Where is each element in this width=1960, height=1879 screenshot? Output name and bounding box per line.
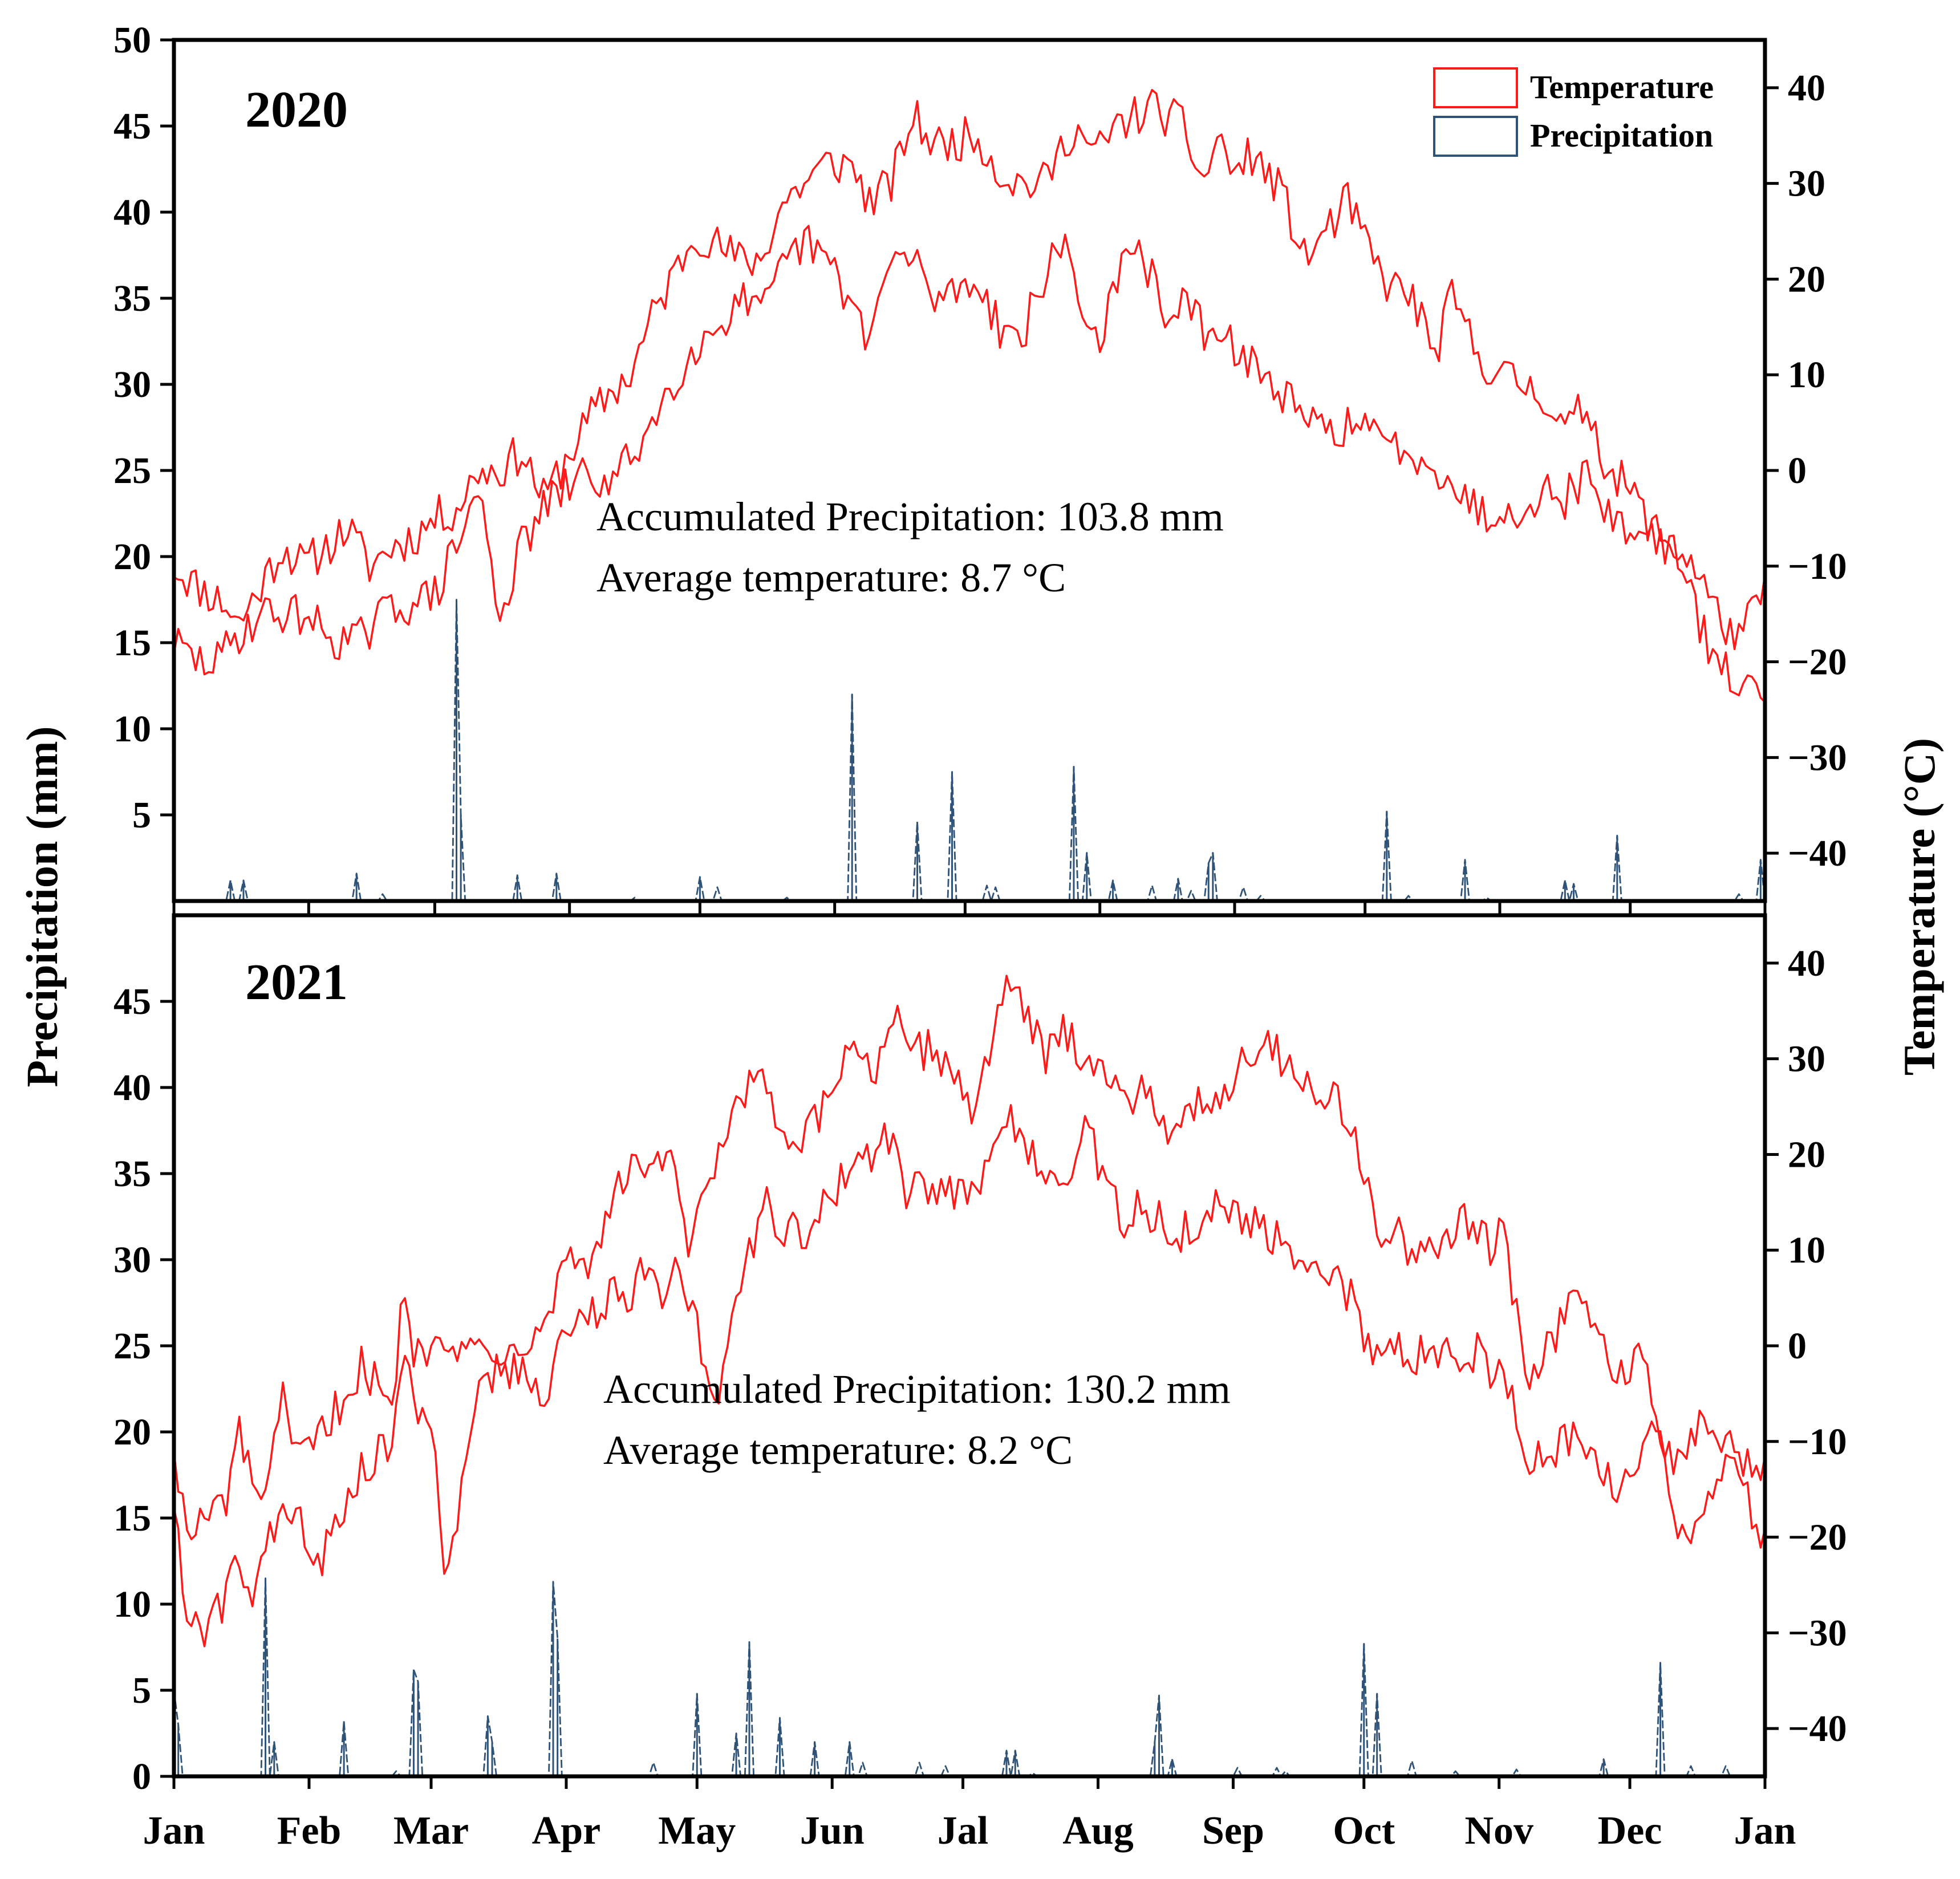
right-tick-label: 0 bbox=[1788, 1325, 1807, 1367]
right-tick-label: −30 bbox=[1788, 737, 1847, 778]
annotation-temperature-2020: Average temperature: 8.7 °C bbox=[596, 555, 1066, 600]
right-axis-ticks-2021: −40 −30 −20 −10 0 10 20 30 40 bbox=[1765, 943, 1847, 1750]
plot-frame-2020 bbox=[172, 38, 1767, 914]
left-tick-label: 20 bbox=[113, 1411, 151, 1453]
right-tick-label: 30 bbox=[1788, 163, 1825, 205]
left-tick-label: 40 bbox=[113, 1067, 151, 1109]
left-axis-ticks-2021: 0 5 10 15 20 25 30 35 40 45 bbox=[113, 981, 174, 1797]
left-tick-label: 30 bbox=[113, 1239, 151, 1281]
legend: Temperature Precipitation bbox=[1433, 67, 1714, 157]
legend-temperature-label: Temperature bbox=[1530, 68, 1714, 105]
left-tick-label: 45 bbox=[113, 105, 151, 147]
precipitation-series-2020 bbox=[174, 599, 1766, 902]
left-tick-label: 10 bbox=[113, 1584, 151, 1625]
annotation-precipitation-2021: Accumulated Precipitation: 130.2 mm bbox=[603, 1366, 1231, 1412]
temperature-series-2021 bbox=[173, 975, 1766, 1647]
left-tick-label: 15 bbox=[113, 1497, 151, 1539]
left-tick-label: 25 bbox=[113, 1325, 151, 1367]
right-tick-label: −10 bbox=[1788, 1421, 1847, 1463]
left-axis-ticks-2020: 5 10 15 20 25 30 35 40 45 50 bbox=[113, 19, 174, 836]
right-tick-label: −10 bbox=[1788, 546, 1847, 587]
right-tick-label: −30 bbox=[1788, 1612, 1847, 1654]
precipitation-line bbox=[173, 1577, 1765, 1777]
annotation-precipitation-2020: Accumulated Precipitation: 103.8 mm bbox=[596, 494, 1224, 539]
right-tick-label: 20 bbox=[1788, 1134, 1825, 1175]
legend-precipitation-swatch bbox=[1433, 116, 1518, 157]
precipitation-line bbox=[174, 599, 1766, 902]
left-tick-label: 35 bbox=[113, 278, 151, 319]
left-tick-label: 20 bbox=[113, 536, 151, 578]
panel-2021: 0 5 10 15 20 25 30 35 40 45 −40 −30 −20 −10 0 10 20 30 40… bbox=[113, 913, 1847, 1797]
left-tick-label: 30 bbox=[113, 364, 151, 405]
left-tick-label: 35 bbox=[113, 1153, 151, 1195]
plot-frame bbox=[172, 38, 1767, 903]
left-tick-label: 5 bbox=[132, 1670, 151, 1711]
month-label: May bbox=[658, 1809, 736, 1853]
right-tick-label: 20 bbox=[1788, 258, 1825, 300]
left-tick-label: 15 bbox=[113, 622, 151, 664]
temperature-max-line bbox=[173, 975, 1766, 1540]
month-label: Jun bbox=[800, 1809, 865, 1853]
right-tick-label: −20 bbox=[1788, 642, 1847, 683]
right-axis-ticks-2020: −40 −30 −20 −10 0 10 20 30 40 bbox=[1765, 67, 1847, 874]
precipitation-series-2021 bbox=[173, 1577, 1765, 1777]
left-tick-label: 50 bbox=[113, 19, 151, 61]
left-tick-label: 45 bbox=[113, 981, 151, 1022]
legend-temperature-swatch bbox=[1433, 67, 1518, 108]
month-label: Jan bbox=[143, 1809, 205, 1853]
left-tick-label: 5 bbox=[132, 794, 151, 836]
temperature-max-line bbox=[173, 88, 1766, 651]
right-tick-label: 30 bbox=[1788, 1038, 1825, 1080]
right-axis-title: Temperature (°C) bbox=[1894, 738, 1944, 1076]
right-tick-label: −40 bbox=[1788, 1708, 1847, 1750]
legend-precipitation-label: Precipitation bbox=[1530, 117, 1713, 154]
month-label: Apr bbox=[532, 1809, 601, 1853]
right-tick-label: 40 bbox=[1788, 943, 1825, 984]
month-label: Jan bbox=[1734, 1809, 1796, 1853]
month-label: Oct bbox=[1333, 1809, 1395, 1853]
left-axis-title: Precipitation (mm) bbox=[17, 726, 67, 1087]
left-tick-label: 10 bbox=[113, 708, 151, 750]
temperature-min-line bbox=[173, 1104, 1766, 1647]
month-label: Nov bbox=[1464, 1809, 1533, 1853]
right-tick-label: −20 bbox=[1788, 1517, 1847, 1559]
left-tick-label: 40 bbox=[113, 192, 151, 233]
month-label: Dec bbox=[1598, 1809, 1662, 1853]
right-tick-label: 10 bbox=[1788, 354, 1825, 396]
left-tick-label: 25 bbox=[113, 450, 151, 492]
panel-2020: 5 10 15 20 25 30 35 40 45 50 −40 −30 −20 −10 0 10 20 30 4… bbox=[113, 19, 1847, 914]
right-tick-label: 40 bbox=[1788, 67, 1825, 109]
right-tick-label: 0 bbox=[1788, 450, 1807, 492]
temperature-series-2020 bbox=[173, 88, 1766, 703]
annotation-temperature-2021: Average temperature: 8.2 °C bbox=[603, 1427, 1073, 1473]
month-label: Feb bbox=[277, 1809, 342, 1853]
month-label: Jal bbox=[938, 1809, 988, 1853]
month-label: Aug bbox=[1062, 1809, 1133, 1853]
right-tick-label: −40 bbox=[1788, 833, 1847, 874]
panel-title-2021: 2021 bbox=[245, 954, 348, 1010]
month-label: Mar bbox=[393, 1809, 469, 1853]
left-tick-label: 0 bbox=[132, 1756, 151, 1797]
temperature-min-line bbox=[173, 225, 1766, 703]
right-tick-label: 10 bbox=[1788, 1229, 1825, 1271]
panel-title-2020: 2020 bbox=[245, 82, 348, 138]
x-axis-month-labels: Jan Feb Mar Apr May Jun Jal Aug Sep Oct Nov Dec Jan bbox=[143, 1809, 1796, 1853]
month-label: Sep bbox=[1202, 1809, 1264, 1853]
